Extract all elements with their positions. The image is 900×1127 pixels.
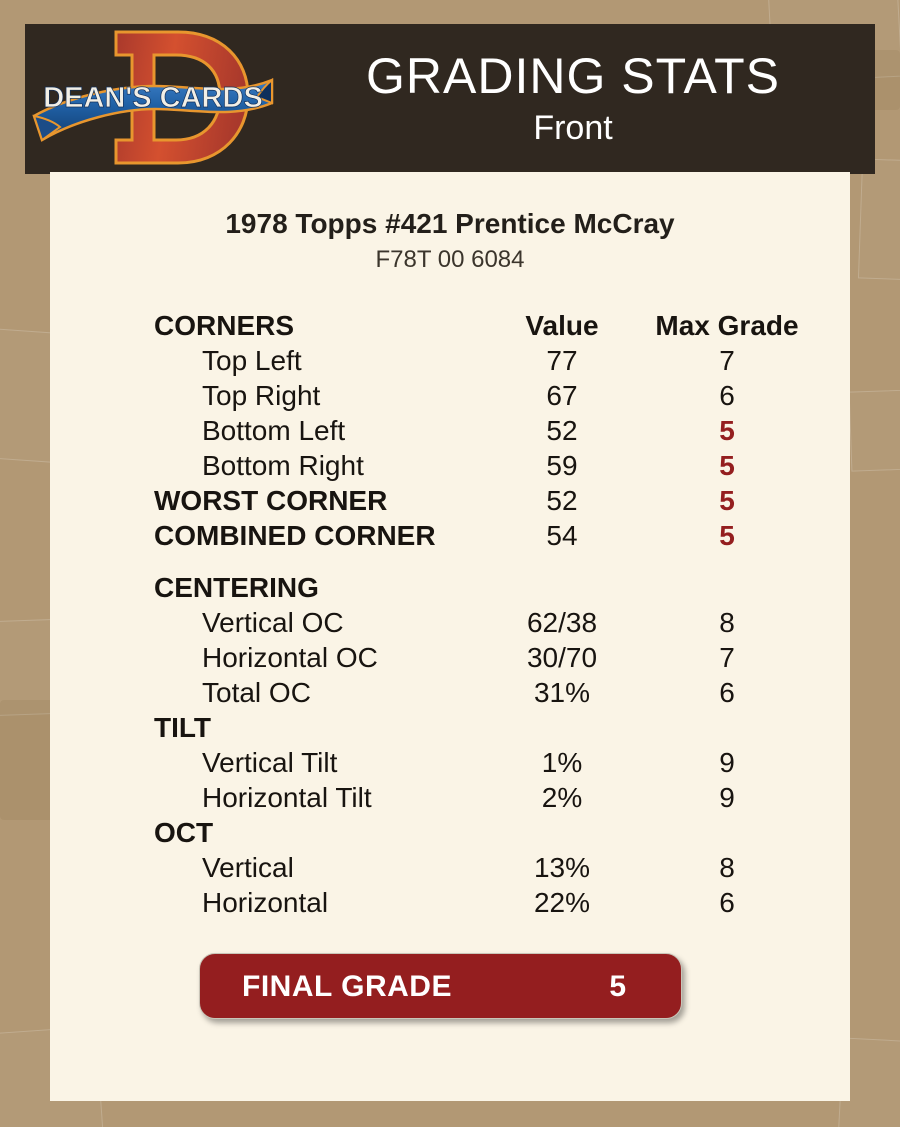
svg-text:DEAN'S CARDS: DEAN'S CARDS	[43, 82, 263, 114]
